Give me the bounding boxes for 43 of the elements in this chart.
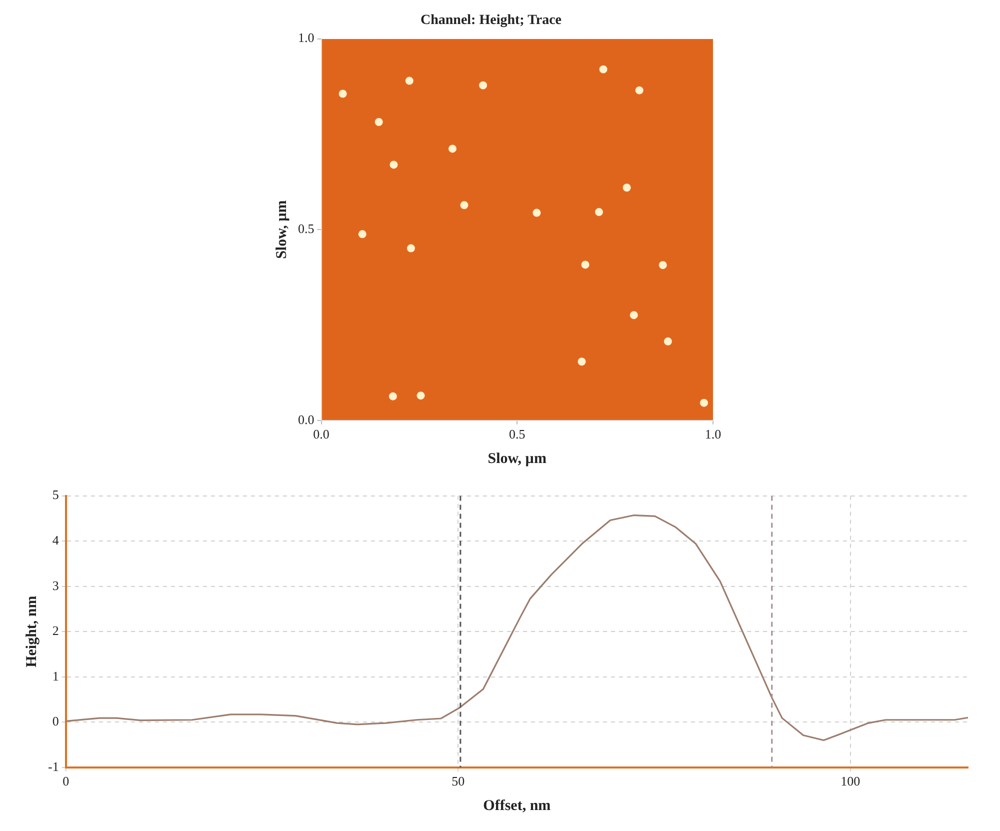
point	[599, 65, 608, 74]
x-tick-label: 100	[840, 774, 860, 789]
x-tick-label: 0	[62, 774, 70, 789]
y-tick-label: 1.0	[298, 30, 314, 46]
point	[635, 86, 644, 94]
point	[479, 81, 488, 90]
y-tick-label: 1	[52, 668, 59, 684]
point	[664, 337, 672, 346]
x-axis-title: Slow, µm	[488, 450, 547, 467]
y-tick-label: 0.0	[298, 412, 314, 427]
y-tick-label: 0.5	[298, 221, 314, 236]
point	[448, 144, 456, 153]
x-axis-title: Offset, nm	[483, 798, 552, 814]
y-tick-label: -1	[48, 758, 59, 774]
point	[532, 208, 541, 217]
point	[581, 260, 590, 269]
point	[406, 244, 415, 252]
y-axis-title: Height, nm	[24, 595, 40, 668]
point	[630, 311, 638, 320]
x-tick-label: 0.5	[509, 426, 526, 442]
point	[578, 358, 586, 366]
point	[405, 76, 414, 85]
x-tick-label: 0.0	[313, 426, 330, 442]
chart-title: Channel: Height; Trace	[420, 13, 562, 28]
y-tick-label: 4	[52, 532, 60, 548]
x-tick-label: 1.0	[704, 426, 722, 442]
point	[416, 392, 425, 400]
point	[374, 118, 383, 126]
y-tick-label: 2	[52, 623, 59, 638]
point	[700, 398, 708, 407]
point	[622, 184, 631, 192]
point	[390, 160, 398, 169]
point	[460, 201, 468, 210]
x-tick-label: 50	[452, 774, 465, 789]
y-tick-label: 5	[52, 487, 59, 502]
point	[658, 261, 667, 270]
y-tick-label: 0	[52, 714, 59, 729]
point	[388, 392, 397, 400]
y-axis-title: Slow, µm	[274, 200, 290, 259]
y-tick-label: 3	[52, 578, 59, 593]
point	[595, 208, 603, 216]
point	[338, 90, 347, 98]
point	[358, 230, 366, 238]
